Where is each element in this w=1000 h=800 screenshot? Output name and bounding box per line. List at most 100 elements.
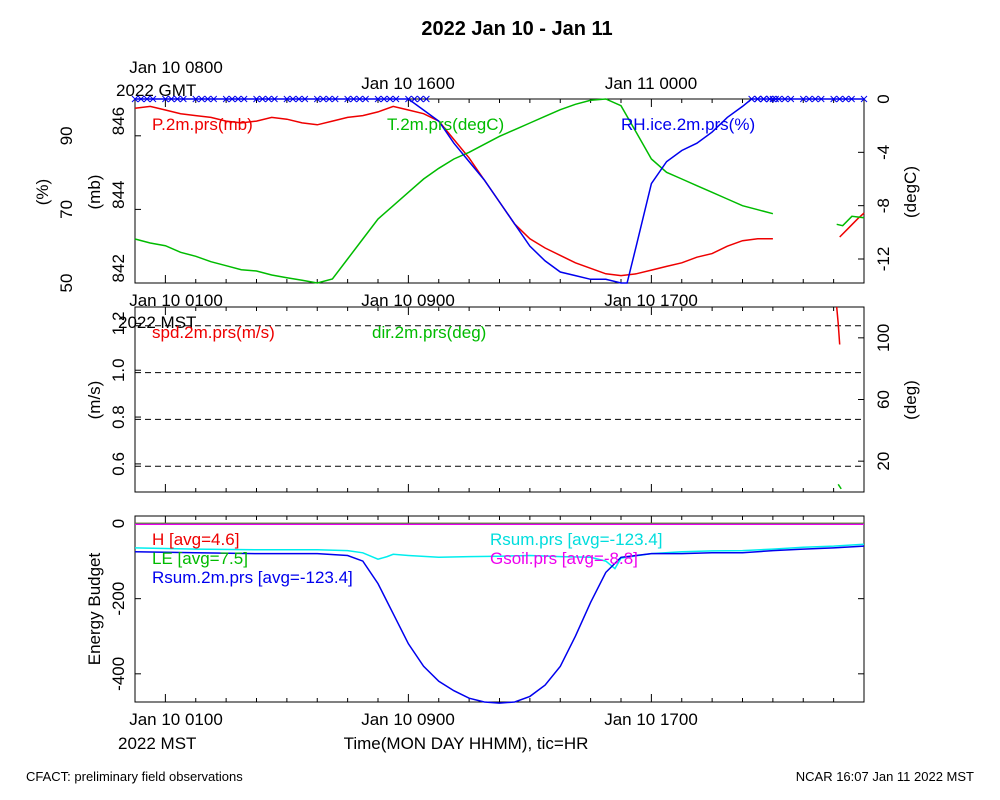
- pct-tick-label: 50: [57, 274, 76, 293]
- rh-saturation-marker: [760, 95, 768, 103]
- legend-wind-speed: spd.2m.prs(m/s): [152, 323, 275, 342]
- rh-saturation-marker: [374, 95, 382, 103]
- rh-saturation-marker: [143, 95, 151, 103]
- legend-wind-direction: dir.2m.prs(deg): [372, 323, 486, 342]
- rh-saturation-marker: [775, 95, 783, 103]
- rh-saturation-marker: [283, 95, 291, 103]
- rh-saturation-marker: [356, 95, 363, 103]
- rh-saturation-marker: [265, 95, 272, 103]
- rh-saturation-marker: [313, 95, 321, 103]
- mid-time-axis: Jan 10 0100 Jan 10 0900 Jan 10 1700 2022…: [118, 291, 698, 332]
- series-line-blue: [134, 545, 865, 704]
- rh-saturation-marker: [805, 95, 813, 103]
- deg-axis-label: (deg): [901, 380, 920, 420]
- ms-tick-label: 1.2: [109, 312, 128, 336]
- deg-tick-label: 60: [874, 390, 893, 409]
- legend-latent-heat: LE [avg=7.5]: [152, 549, 248, 568]
- rh-saturation-marker: [754, 95, 762, 103]
- bottom-axis-label: Jan 10 1700: [604, 710, 698, 729]
- bottom-time-axis: Jan 10 0100 Jan 10 0900 Jan 10 1700 2022…: [118, 710, 698, 753]
- series-line-red: [134, 105, 773, 277]
- degC-tick-label: -8: [874, 198, 893, 213]
- degC-tick-label: 0: [874, 94, 893, 103]
- rh-saturation-marker: [168, 95, 175, 103]
- rh-saturation-marker: [787, 95, 795, 103]
- rh-saturation-marker: [362, 95, 369, 103]
- series-line-red: [839, 212, 865, 238]
- rh-saturation-marker: [417, 95, 424, 103]
- rh-saturation-marker: [234, 95, 242, 103]
- legend-gsoil: Gsoil.prs [avg=-8.8]: [490, 549, 638, 568]
- mid-axis-label: Jan 10 0900: [361, 291, 455, 310]
- rh-saturation-marker: [228, 95, 236, 103]
- rh-saturation-marker: [259, 95, 266, 103]
- rh-saturation-marker: [386, 95, 394, 103]
- rh-saturation-marker: [222, 95, 230, 103]
- rh-saturation-marker: [210, 95, 218, 103]
- series-line-red: [835, 306, 841, 345]
- state-panel: 50 70 90 842 844 846 0 -4 -8 -12 (%) (mb) (degC): [33, 94, 920, 292]
- mb-axis-label: (mb): [85, 175, 104, 210]
- legend-humidity: RH.ice.2m.prs(%): [621, 115, 755, 134]
- top-axis-label: Jan 10 1600: [361, 74, 455, 93]
- rh-saturation-marker: [766, 95, 774, 103]
- rh-saturation-marker: [836, 95, 843, 103]
- rh-saturation-marker: [192, 95, 200, 103]
- wind-legend: spd.2m.prs(m/s) dir.2m.prs(deg): [152, 323, 486, 342]
- x-axis-title: Time(MON DAY HHMM), tic=HR: [344, 734, 589, 753]
- top-axis-label: Jan 10 0800: [129, 58, 223, 77]
- mid-axis-label: Jan 10 1700: [604, 291, 698, 310]
- rh-saturation-marker: [799, 95, 807, 103]
- figure-title: 2022 Jan 10 - Jan 11: [421, 18, 612, 40]
- wind-panel: 0.6 0.8 1.0 1.2 20 60 100 (m/s) (deg): [85, 306, 920, 493]
- top-time-axis: Jan 10 0800 Jan 10 1600 Jan 11 0000 2022…: [116, 58, 697, 100]
- rh-saturation-marker: [149, 95, 157, 103]
- pct-axis-label: (%): [33, 179, 52, 205]
- rh-saturation-marker: [253, 95, 260, 103]
- rh-saturation-marker: [748, 95, 755, 103]
- bottom-axis-label: Jan 10 0100: [129, 710, 223, 729]
- deg-tick-label: 20: [874, 452, 893, 471]
- mb-tick-label: 844: [109, 180, 128, 208]
- rh-saturation-marker: [781, 95, 789, 103]
- rh-saturation-marker: [772, 95, 780, 103]
- rh-saturation-marker: [848, 95, 855, 103]
- ms-tick-label: 0.6: [109, 452, 128, 476]
- ms-tick-label: 0.8: [109, 405, 128, 429]
- rh-saturation-marker: [204, 95, 212, 103]
- energy-axis-label: Energy Budget: [85, 552, 104, 665]
- rh-saturation-marker: [319, 95, 327, 103]
- rh-saturation-marker: [817, 95, 825, 103]
- series-line-green: [134, 98, 774, 284]
- series-line-cyan: [134, 543, 865, 570]
- energy-tick-label: -400: [109, 657, 128, 691]
- rh-saturation-marker: [405, 95, 412, 103]
- rh-saturation-marker: [295, 95, 303, 103]
- rh-saturation-marker: [423, 95, 430, 103]
- rh-saturation-marker: [860, 95, 868, 103]
- rh-saturation-marker: [811, 95, 819, 103]
- series-line-blue: [135, 98, 864, 284]
- rh-saturation-marker: [131, 95, 139, 103]
- mb-tick-label: 846: [109, 107, 128, 135]
- rh-saturation-marker: [289, 95, 297, 103]
- state-legend: P.2m.prs(mb) T.2m.prs(degC) RH.ice.2m.pr…: [152, 115, 755, 134]
- mid-axis-label: Jan 10 0100: [129, 291, 223, 310]
- rh-saturation-marker: [411, 95, 418, 103]
- mb-tick-label: 842: [109, 254, 128, 282]
- footer-right: NCAR 16:07 Jan 11 2022 MST: [796, 769, 974, 784]
- ms-tick-label: 1.0: [109, 358, 128, 382]
- energy-legend: H [avg=4.6] LE [avg=7.5] Rsum.2m.prs [av…: [152, 530, 662, 587]
- legend-rsum-2m: Rsum.2m.prs [avg=-123.4]: [152, 568, 353, 587]
- pct-tick-label: 70: [57, 200, 76, 219]
- top-axis-label: Jan 11 0000: [605, 74, 697, 93]
- energy-panel: 0 -200 -400 Energy Budget: [85, 515, 865, 704]
- footer-left: CFACT: preliminary field observations: [26, 769, 243, 784]
- rh-saturation-marker: [271, 95, 278, 103]
- legend-pressure: P.2m.prs(mb): [152, 115, 253, 134]
- series-line-green: [836, 215, 865, 227]
- rh-saturation-marker: [344, 95, 351, 103]
- series-line-green: [837, 483, 842, 490]
- rh-saturation-marker: [301, 95, 309, 103]
